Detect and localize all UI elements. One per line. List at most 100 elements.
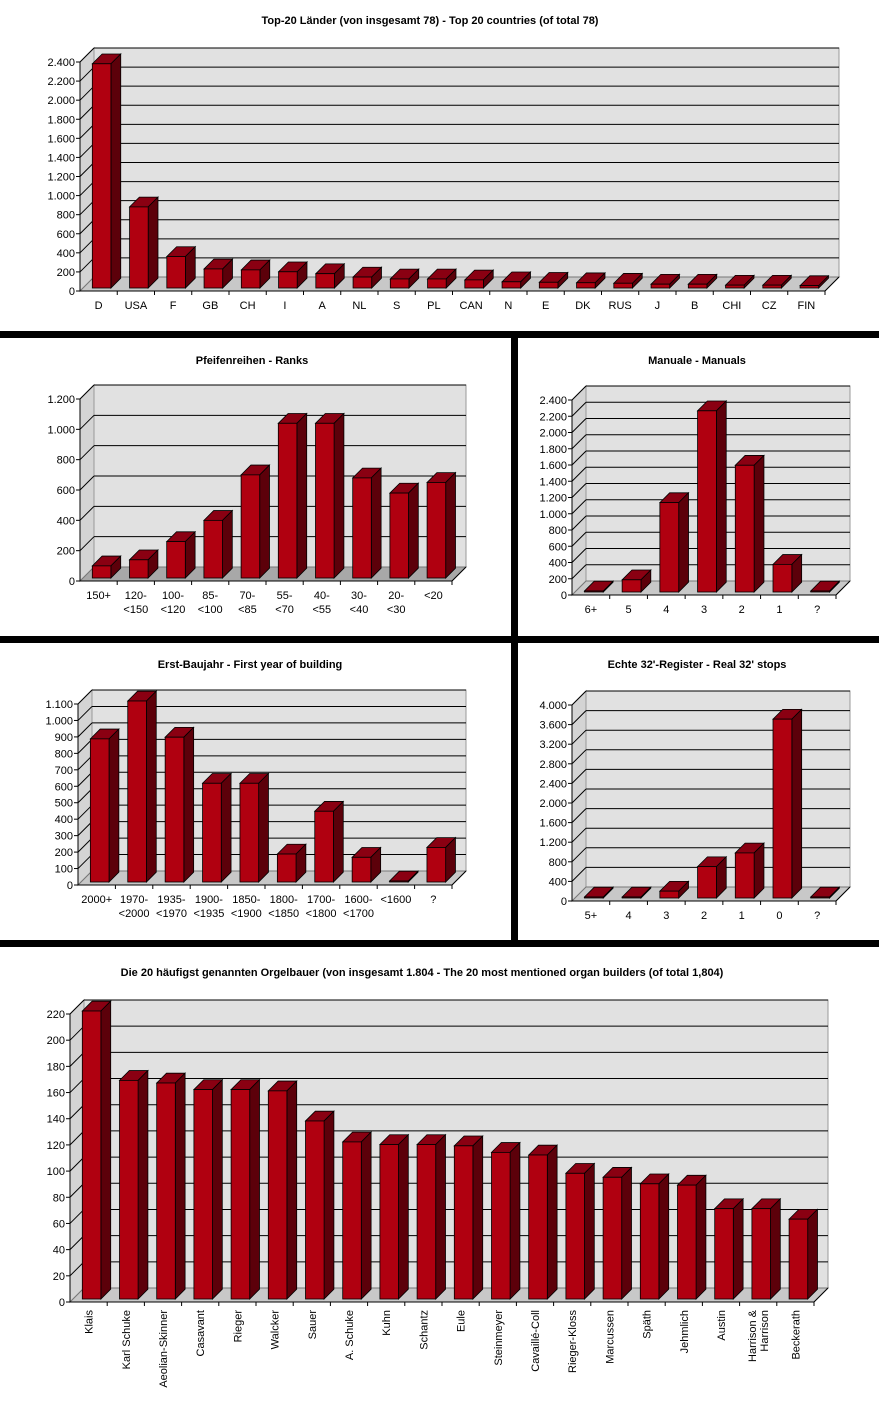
gridline-diagonal <box>79 505 95 521</box>
gridline-diagonal <box>571 847 587 863</box>
bar-front <box>426 482 447 579</box>
x-tick-label-line: Karl Schuke <box>121 1310 133 1369</box>
x-tick-label: 150+ <box>86 590 111 602</box>
x-tick-label: Sauer <box>307 1310 319 1340</box>
bar <box>128 196 159 289</box>
y-tick-label: 2.800 <box>539 759 567 771</box>
x-tick-label-line: Harrison & <box>747 1309 759 1362</box>
gridline-diagonal <box>77 739 93 754</box>
chart-title-manuals: Manuale - Manuals <box>648 355 746 367</box>
bar-front <box>389 278 410 289</box>
x-tick-label: 4 <box>663 604 669 616</box>
bar-front <box>352 276 373 289</box>
x-tick-label-line: <1600 <box>380 894 411 906</box>
bar-side <box>212 1078 223 1300</box>
x-axis-end <box>813 1287 829 1303</box>
y-tick-label: 0 <box>69 286 75 298</box>
bar-front <box>202 782 222 883</box>
x-tick-label: 1935- <1970 <box>156 894 187 920</box>
bar <box>155 1072 187 1300</box>
x-tick-label: 30-<40 <box>350 590 369 616</box>
x-tick-label-line: CHI <box>722 300 741 312</box>
bar-side <box>695 1174 707 1300</box>
x-tick-label-line: RUS <box>609 300 632 312</box>
y-tick-label: 1.200 <box>539 837 567 849</box>
y-tick-label: 900 <box>55 732 73 744</box>
x-tick-label: B <box>691 300 698 312</box>
y-tick-label: 300 <box>55 831 73 843</box>
bar-side <box>753 454 765 593</box>
bar-front <box>734 852 755 899</box>
bar <box>240 464 271 579</box>
charts: 02004006008001.0001.2001.4001.6001.8002.… <box>45 46 852 1388</box>
bar <box>676 1174 707 1300</box>
gridline-diagonal <box>69 1156 85 1172</box>
y-tick-label: 120 <box>47 1140 65 1152</box>
bar <box>426 268 457 289</box>
x-tick-label-line: Eule <box>456 1310 468 1332</box>
bar <box>277 261 308 289</box>
y-tick-label: 600 <box>549 541 567 553</box>
bar-front <box>576 282 596 289</box>
x-tick-label: Eule <box>456 1310 468 1332</box>
bar <box>277 412 308 579</box>
x-tick-label: ? <box>814 604 820 616</box>
y-tick-label: 1.000 <box>45 715 73 727</box>
y-tick-label: 200 <box>55 847 73 859</box>
x-tick-label-line: <1700 <box>343 908 374 920</box>
x-tick-label-line: 70- <box>239 590 255 602</box>
x-tick-label-line: I <box>283 300 286 312</box>
x-axis-end <box>451 870 467 886</box>
y-tick-label: 1.200 <box>47 172 75 184</box>
bar <box>583 886 615 899</box>
gridline-diagonal <box>79 47 95 63</box>
y-tick-label: 200 <box>549 574 567 586</box>
gridline-diagonal <box>69 1078 85 1093</box>
bar <box>118 1069 149 1300</box>
gridline-diagonal <box>571 499 587 515</box>
y-tick-label: 3.200 <box>539 739 567 751</box>
x-tick-label: GB <box>202 300 218 312</box>
x-tick-label: CZ <box>762 300 777 312</box>
x-tick-label-line: <55 <box>312 604 331 616</box>
x-tick-label-line: 2000+ <box>81 894 112 906</box>
bar-front <box>342 1141 362 1300</box>
bar <box>341 1131 373 1300</box>
bar <box>750 1197 782 1300</box>
bar-front <box>91 565 112 579</box>
x-tick-label-line: Austin <box>716 1310 728 1341</box>
gridline-diagonal <box>79 219 95 235</box>
x-tick-label: 1800- <1850 <box>268 894 299 920</box>
bar-front <box>389 492 409 579</box>
y-tick-label: 0 <box>561 590 567 602</box>
bar <box>91 53 122 289</box>
bar <box>713 1197 745 1300</box>
bar <box>240 259 271 289</box>
bar-front <box>156 1082 176 1300</box>
x-tick-label-line: CZ <box>762 300 777 312</box>
bar <box>352 266 383 289</box>
chart-organ-builders: 0 20 40 60 80 100 120 140 160 180 200 220 Klais Karl … <box>47 998 830 1388</box>
bar <box>304 1110 335 1300</box>
bar <box>126 690 158 883</box>
gridline-diagonal <box>79 200 95 216</box>
x-tick-label-line: 1900- <box>195 894 223 906</box>
bar-side <box>137 1069 149 1300</box>
gridline-diagonal <box>571 450 587 466</box>
bar-side <box>259 464 270 579</box>
x-tick-label: CHI <box>722 300 741 312</box>
bar-front <box>426 847 447 883</box>
x-tick-label: 2 <box>701 910 707 922</box>
x-tick-label-line: PL <box>427 300 440 312</box>
bar-side <box>146 690 157 883</box>
y-tick-label: 1.400 <box>539 476 567 488</box>
x-tick-label: ? <box>814 910 820 922</box>
bar <box>575 271 606 289</box>
gridline-diagonal <box>571 434 587 450</box>
bar-side <box>678 491 689 593</box>
x-tick-label: 40-<55 <box>312 590 331 616</box>
bar-side <box>174 1072 186 1300</box>
bar <box>202 509 234 579</box>
x-tick-label: 1 <box>739 910 745 922</box>
x-tick-label-line: Beckerath <box>790 1310 802 1360</box>
